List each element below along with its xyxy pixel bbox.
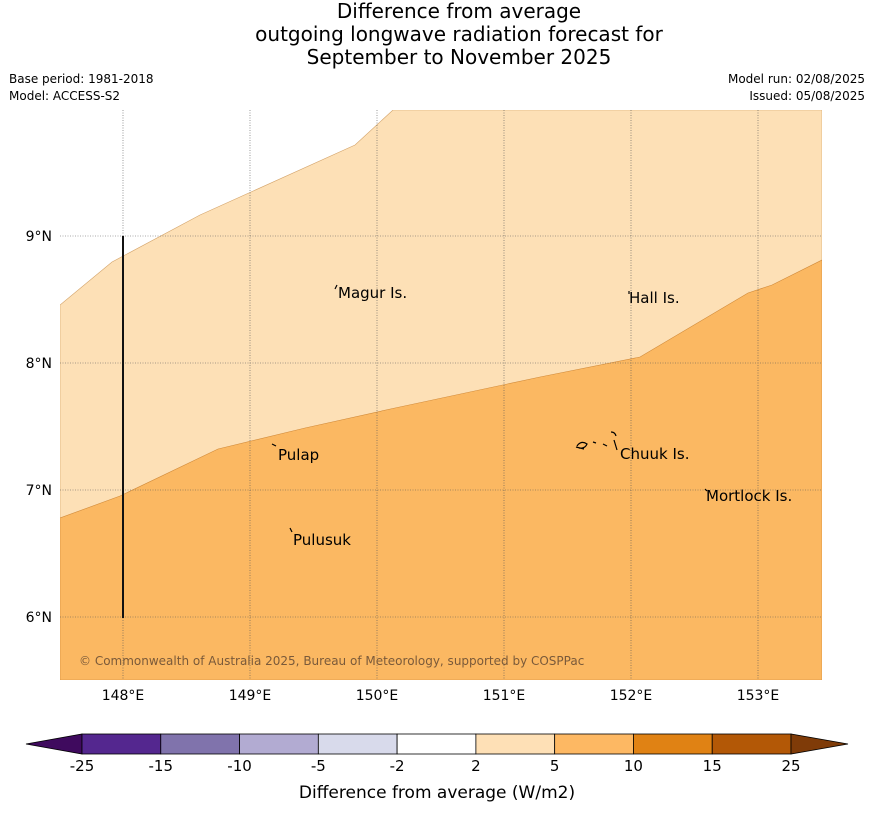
mortlock-island-shape <box>704 488 708 492</box>
place-label-pulap: Pulap <box>278 446 319 464</box>
pulap-island-shape <box>271 443 277 447</box>
colorbar-extend-high <box>790 733 849 755</box>
colorbar-segment <box>554 733 634 755</box>
lat-tick-6: 6°N <box>26 610 52 626</box>
base-period-text: Base period: 1981-2018 <box>9 72 154 86</box>
magur-island-shape <box>334 284 338 290</box>
place-label-mortlock: Mortlock Is. <box>706 487 792 505</box>
colorbar-tick-label: 2 <box>471 757 481 775</box>
place-label-chuuk: Chuuk Is. <box>620 445 689 463</box>
colorbar-tick-label: 15 <box>703 757 722 775</box>
colorbar-tick-label: -15 <box>149 757 174 775</box>
place-label-magur: Magur Is. <box>338 284 407 302</box>
colorbar <box>25 733 849 755</box>
issued-text: Issued: 05/08/2025 <box>749 89 865 103</box>
model-run-text: Model run: 02/08/2025 <box>727 72 865 86</box>
lon-tick-151: 151°E <box>483 688 526 704</box>
colorbar-extend-low <box>25 733 83 755</box>
colorbar-segment <box>81 733 162 755</box>
meta-left: Base period: 1981-2018 Model: ACCESS-S2 <box>9 71 154 105</box>
colorbar-label: Difference from average (W/m2) <box>299 783 575 803</box>
colorbar-tick-label: -25 <box>70 757 95 775</box>
place-label-pulusuk: Pulusuk <box>293 531 351 549</box>
title-line-1: Difference from average <box>336 0 582 23</box>
gridlines <box>60 110 822 680</box>
colorbar-segment <box>239 733 319 755</box>
longitude-ticks: 148°E 149°E 150°E 151°E 152°E 153°E <box>102 688 780 704</box>
lon-tick-149: 149°E <box>229 688 272 704</box>
latitude-ticks: 9°N 8°N 7°N 6°N <box>26 229 52 626</box>
lat-tick-7: 7°N <box>26 483 52 499</box>
lon-tick-152: 152°E <box>610 688 653 704</box>
colorbar-tick-label: -2 <box>390 757 405 775</box>
colorbar-segment <box>711 733 792 755</box>
meta-right: Model run: 02/08/2025 Issued: 05/08/2025 <box>728 71 865 105</box>
colorbar-segment <box>160 733 240 755</box>
title-line-3: September to November 2025 <box>306 45 612 69</box>
colorbar-tick-label: -5 <box>311 757 326 775</box>
map-title: Difference from average outgoing longwav… <box>0 0 873 69</box>
anomaly-fill-5-to-10 <box>60 259 822 680</box>
colorbar-tick-label: 5 <box>550 757 560 775</box>
colorbar-tick-labels: -25 -15 -10 -5 -2 2 5 10 15 25 <box>70 757 801 775</box>
lon-tick-153: 153°E <box>737 688 780 704</box>
lon-tick-150: 150°E <box>356 688 399 704</box>
title-line-2: outgoing longwave radiation forecast for <box>255 22 663 46</box>
colorbar-segment <box>396 733 477 755</box>
colorbar-segment <box>317 733 398 755</box>
lon-tick-148: 148°E <box>102 688 145 704</box>
island-outlines <box>271 284 708 533</box>
place-label-hall: Hall Is. <box>629 289 680 307</box>
lat-tick-8: 8°N <box>26 356 52 372</box>
chuuk-island-shapes <box>575 431 618 451</box>
pulusuk-island-shape <box>289 527 293 533</box>
colorbar-segment <box>633 733 713 755</box>
model-text: Model: ACCESS-S2 <box>9 89 121 103</box>
map-area: Magur Is. Hall Is. Pulap Chuuk Is. Mortl… <box>60 110 822 680</box>
colorbar-tick-label: 10 <box>624 757 643 775</box>
copyright-text: © Commonwealth of Australia 2025, Bureau… <box>79 654 584 668</box>
colorbar-segment <box>475 733 556 755</box>
colorbar-tick-label: 25 <box>781 757 800 775</box>
lat-tick-9: 9°N <box>26 229 52 245</box>
colorbar-tick-label: -10 <box>227 757 252 775</box>
